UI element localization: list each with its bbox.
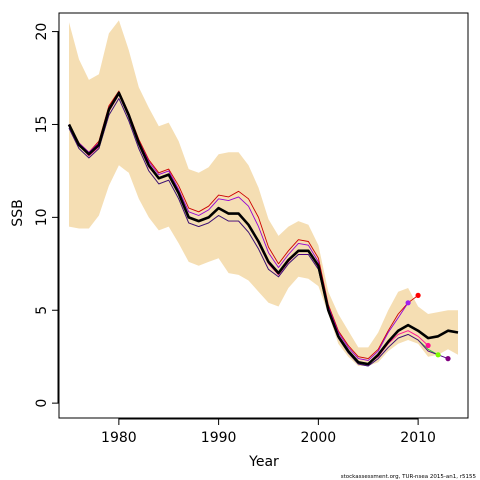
y-axis-label: SSB [10,199,26,226]
retro-end-point-2 [405,300,411,306]
y-tick-label: 0 [34,399,50,408]
y-tick-label: 5 [34,306,50,315]
x-tick-label: 2000 [301,430,337,446]
retro-line-5 [68,98,449,367]
retro-end-point-4 [435,352,441,358]
x-tick-label: 1990 [201,430,237,446]
y-tick-label: 15 [34,116,50,134]
y-tick-label: 20 [34,23,50,41]
x-axis-label: Year [248,454,279,470]
y-tick-label: 10 [34,208,50,226]
x-tick-label: 1980 [101,430,137,446]
footer-credit: stockassessment.org, TUR-nsea 2015-an1, … [341,474,477,480]
ssb-estimate-line [67,91,459,366]
confidence-band [69,20,458,367]
retro-end-point-1 [415,292,421,298]
plot-frame [58,12,469,419]
x-axis: 1980 1990 2000 2010 [101,418,436,446]
x-tick-label: 2010 [400,430,436,446]
retro-end-point-5 [445,356,451,362]
retro-end-point-3 [425,342,431,349]
y-axis: 0 5 10 15 20 [34,23,59,408]
plot-area [67,20,459,367]
